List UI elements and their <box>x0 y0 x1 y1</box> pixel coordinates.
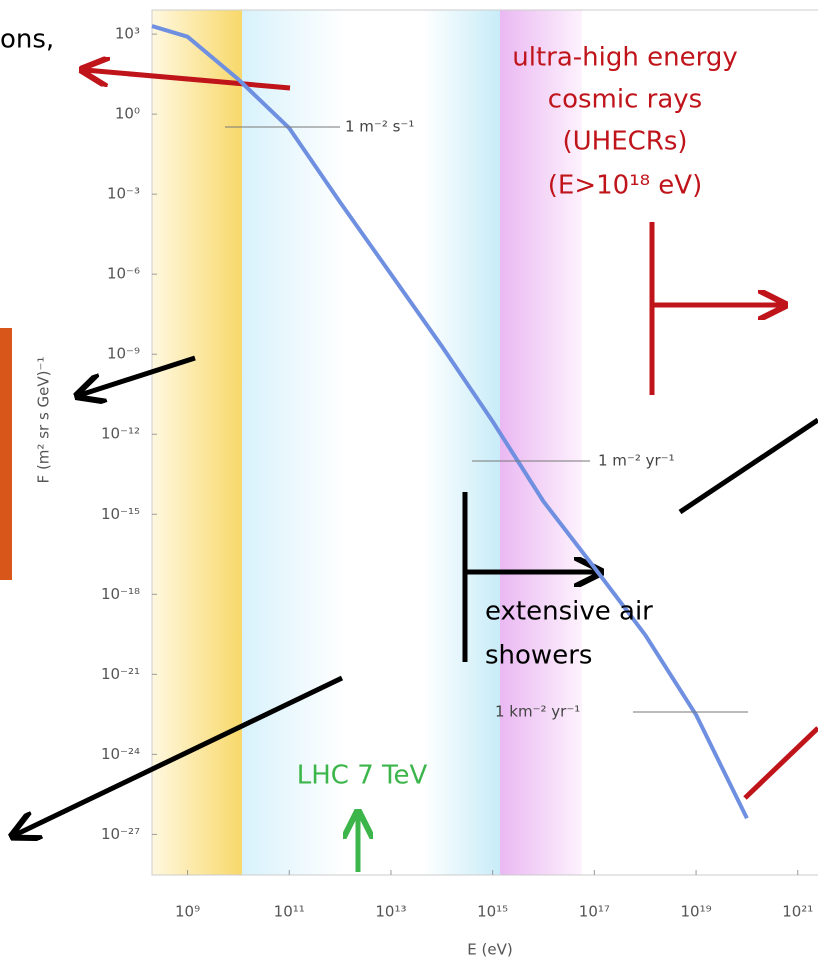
annotation: (UHECRs) <box>562 127 687 157</box>
bands <box>152 10 582 875</box>
annotation: LHC 7 TeV <box>297 761 428 791</box>
arrow <box>678 417 818 515</box>
reference-label: 1 m⁻² yr⁻¹ <box>598 452 675 470</box>
flux-line <box>151 24 749 820</box>
x-tick-label: 10¹³ <box>375 903 406 921</box>
annotation: showers <box>485 641 592 671</box>
arrow <box>743 726 818 800</box>
y-tick-label: 10⁻¹² <box>101 425 140 443</box>
x-tick-label: 10¹⁷ <box>579 903 610 921</box>
arrow <box>15 675 344 835</box>
arrow <box>85 70 291 91</box>
annotation: cosmic rays <box>548 85 702 115</box>
arrows <box>15 70 818 872</box>
x-tick-label: 10⁹ <box>175 903 200 921</box>
x-tick-label: 10¹¹ <box>274 903 305 921</box>
y-tick-label: 10³ <box>115 25 140 43</box>
reference-label: 1 km⁻² yr⁻¹ <box>495 703 580 721</box>
y-axis-label: F (m² sr s GeV)⁻¹ <box>35 357 53 484</box>
y-tick-label: 10⁻²⁷ <box>101 825 140 843</box>
plot-frame <box>151 9 818 876</box>
image-fragment <box>0 328 12 580</box>
y-tick-label: 10⁻⁹ <box>107 345 140 363</box>
annotation: (E>10¹⁸ eV) <box>548 171 702 201</box>
x-tick-label: 10²¹ <box>782 903 813 921</box>
y-tick-label: 10⁻¹⁸ <box>101 585 140 603</box>
y-tick-label: 10⁻²¹ <box>101 665 140 683</box>
x-axis-label: E (eV) <box>467 941 512 959</box>
arrow <box>80 355 196 395</box>
y-tick-label: 10⁰ <box>115 105 140 123</box>
x-tick-label: 10¹⁹ <box>680 903 711 921</box>
y-tick-label: 10⁻¹⁵ <box>101 505 140 523</box>
annotation: ultra-high energy <box>512 43 737 73</box>
reference-label: 1 m⁻² s⁻¹ <box>345 118 414 136</box>
y-tick-label: 10⁻⁶ <box>107 265 140 283</box>
x-tick-label: 10¹⁵ <box>477 903 508 921</box>
annotation: ons, <box>0 25 54 55</box>
band <box>242 10 500 875</box>
annotation: extensive air <box>485 597 653 627</box>
band <box>500 10 582 875</box>
y-tick-label: 10⁻²⁴ <box>101 745 140 763</box>
y-tick-label: 10⁻³ <box>107 185 140 203</box>
